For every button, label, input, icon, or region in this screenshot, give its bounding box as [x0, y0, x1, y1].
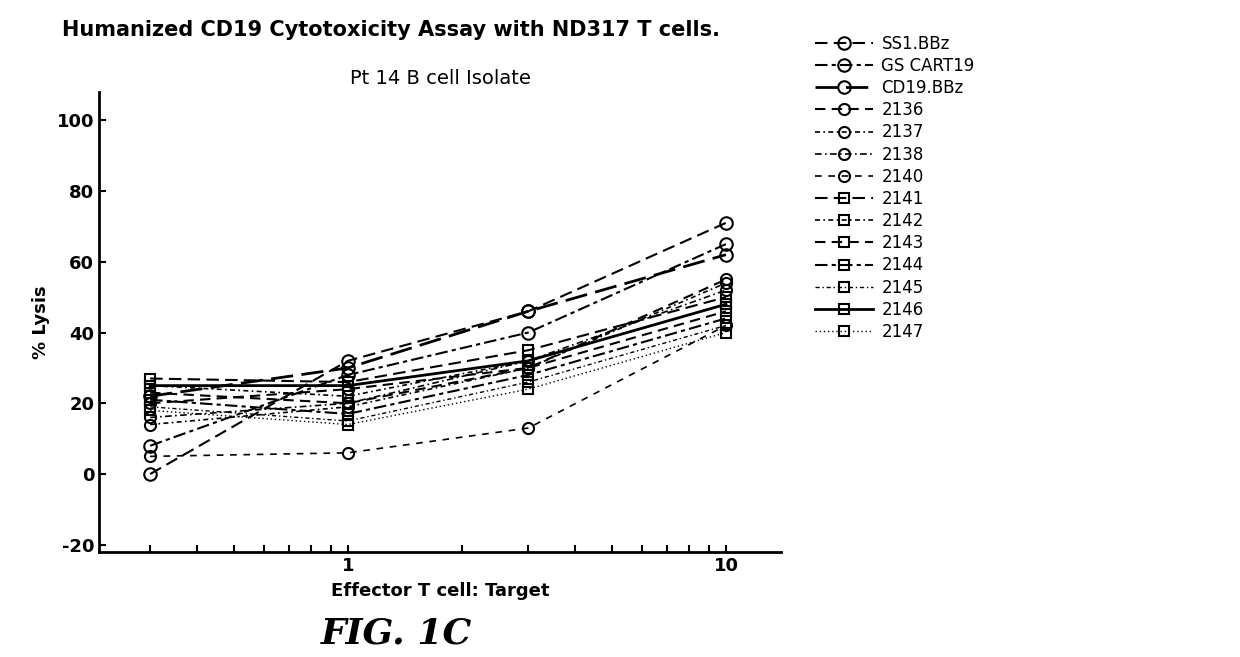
2136 [718, 275, 733, 283]
2136 [143, 399, 157, 407]
2141 [143, 374, 157, 382]
2143 [341, 399, 356, 407]
2146 [143, 382, 157, 390]
Line: CD19.BBz: CD19.BBz [144, 248, 732, 403]
2143 [521, 364, 536, 372]
2141 [341, 378, 356, 386]
CD19.BBz [521, 307, 536, 315]
Text: FIG. 1C: FIG. 1C [321, 616, 472, 650]
2137 [718, 279, 733, 287]
2142 [143, 382, 157, 390]
2145 [718, 321, 733, 329]
Line: 2143: 2143 [145, 306, 730, 408]
2143 [718, 307, 733, 315]
2140 [143, 453, 157, 461]
2147 [143, 407, 157, 415]
GS CART19 [143, 442, 157, 449]
Text: Humanized CD19 Cytotoxicity Assay with ND317 T cells.: Humanized CD19 Cytotoxicity Assay with N… [62, 20, 720, 39]
2145 [143, 403, 157, 411]
CD19.BBz [341, 364, 356, 372]
2141 [521, 346, 536, 354]
Line: 2138: 2138 [145, 284, 732, 423]
2138 [341, 399, 356, 407]
Line: 2145: 2145 [145, 321, 730, 426]
2146 [718, 300, 733, 308]
2145 [521, 378, 536, 386]
2136 [521, 364, 536, 372]
Line: 2140: 2140 [145, 320, 732, 462]
2144 [521, 371, 536, 379]
2140 [718, 321, 733, 329]
Legend: SS1.BBz, GS CART19, CD19.BBz, 2136, 2137, 2138, 2140, 2141, 2142, 2143, 2144, 21: SS1.BBz, GS CART19, CD19.BBz, 2136, 2137… [808, 28, 981, 348]
2138 [143, 413, 157, 421]
2138 [718, 286, 733, 294]
Line: 2147: 2147 [145, 328, 730, 430]
2147 [718, 328, 733, 336]
CD19.BBz [143, 392, 157, 400]
GS CART19 [341, 371, 356, 379]
2141 [718, 293, 733, 301]
2144 [341, 410, 356, 418]
Line: 2144: 2144 [145, 313, 730, 419]
Line: 2136: 2136 [145, 274, 732, 409]
SS1.BBz [718, 219, 733, 227]
2142 [718, 300, 733, 308]
2137 [341, 403, 356, 411]
2147 [521, 385, 536, 393]
2144 [718, 315, 733, 323]
2136 [341, 385, 356, 393]
SS1.BBz [521, 307, 536, 315]
Line: 2142: 2142 [145, 300, 730, 401]
2138 [521, 357, 536, 365]
2142 [341, 392, 356, 400]
Line: 2137: 2137 [145, 277, 732, 430]
GS CART19 [718, 240, 733, 248]
Y-axis label: % Lysis: % Lysis [32, 285, 50, 359]
2146 [341, 382, 356, 390]
2147 [341, 420, 356, 428]
X-axis label: Effector T cell: Target: Effector T cell: Target [331, 581, 549, 600]
2137 [143, 420, 157, 428]
2137 [521, 364, 536, 372]
2144 [143, 396, 157, 403]
2145 [341, 417, 356, 425]
Line: 2141: 2141 [145, 292, 730, 387]
2143 [143, 389, 157, 397]
Line: GS CART19: GS CART19 [144, 238, 732, 452]
CD19.BBz [718, 251, 733, 259]
2140 [521, 424, 536, 432]
2140 [341, 449, 356, 457]
GS CART19 [521, 328, 536, 336]
Line: 2146: 2146 [145, 300, 730, 390]
Title: Pt 14 B cell Isolate: Pt 14 B cell Isolate [350, 68, 531, 87]
SS1.BBz [143, 470, 157, 478]
2146 [521, 357, 536, 365]
Line: SS1.BBz: SS1.BBz [144, 217, 732, 480]
SS1.BBz [341, 357, 356, 365]
2142 [521, 357, 536, 365]
